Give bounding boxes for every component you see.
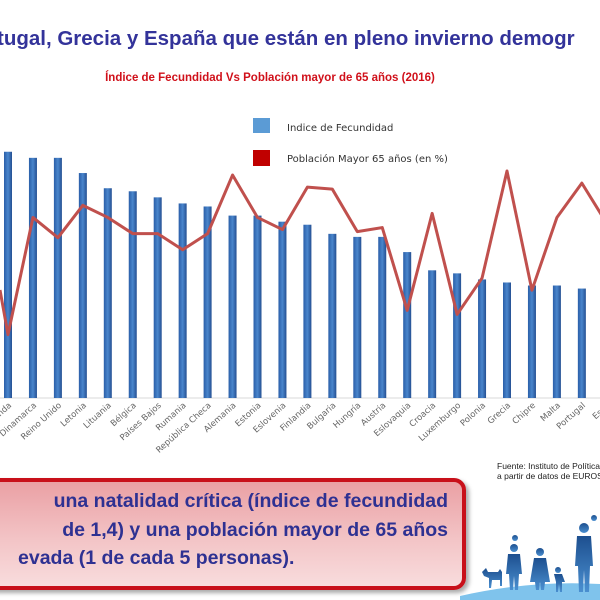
bar-fecundidad xyxy=(453,273,462,398)
legend-label-poblacion: Población Mayor 65 años (en %) xyxy=(287,153,448,165)
slide-title: tugal, Grecia y España que están en plen… xyxy=(0,27,575,50)
source-line-1: Fuente: Instituto de Política xyxy=(497,461,600,471)
callout-line-1: una natalidad crítica (índice de fecundi… xyxy=(53,490,448,512)
bar-fecundidad xyxy=(28,157,37,398)
family-silhouette-image xyxy=(460,515,600,600)
bar-fecundidad xyxy=(103,188,112,398)
bar-fecundidad xyxy=(378,236,387,398)
bar-fecundidad xyxy=(577,288,586,398)
chart-title: Índice de Fecundidad Vs Población mayor … xyxy=(105,72,435,84)
bar-fecundidad xyxy=(278,221,287,398)
bar-fecundidad xyxy=(153,197,162,398)
bar-fecundidad xyxy=(53,157,62,398)
source-line-2: a partir de datos de EUROS xyxy=(497,471,600,481)
bar-fecundidad xyxy=(328,233,337,398)
callout-box: una natalidad crítica (índice de fecundi… xyxy=(0,478,466,590)
source-note: Fuente: Instituto de Política a partir d… xyxy=(497,461,600,481)
x-tick-label: Lituania xyxy=(82,401,114,431)
bar-fecundidad xyxy=(128,191,137,398)
callout-line-2: de 1,4) y una población mayor de 65 años xyxy=(62,519,448,541)
x-tick-label: Polonia xyxy=(459,401,488,429)
x-tick-label: Hungría xyxy=(332,401,364,431)
callout-line-3: evada (1 de cada 5 personas). xyxy=(18,547,295,569)
bar-fecundidad xyxy=(78,173,87,398)
bar-fecundidad xyxy=(552,285,561,398)
bar-fecundidad xyxy=(253,215,262,398)
bar-fecundidad xyxy=(503,282,511,398)
bar-fecundidad xyxy=(403,252,412,398)
x-tick-label: Grecia xyxy=(486,401,513,427)
bar-fecundidad xyxy=(178,203,187,398)
chart: Indice de Fecundidad Población Mayor 65 … xyxy=(0,118,600,456)
bar-fecundidad xyxy=(303,224,312,398)
bar-fecundidad xyxy=(527,285,536,398)
bar-fecundidad xyxy=(478,279,487,398)
bar-fecundidad xyxy=(4,151,12,398)
legend-swatch-fecundidad xyxy=(253,118,270,133)
x-tick-label: nda xyxy=(0,401,14,419)
legend: Indice de Fecundidad Población Mayor 65 … xyxy=(253,118,448,166)
bar-fecundidad xyxy=(203,206,212,398)
bar-fecundidad xyxy=(228,215,237,398)
x-tick-label: Espa xyxy=(591,401,600,422)
legend-label-fecundidad: Indice de Fecundidad xyxy=(287,123,393,134)
x-tick-label: Chipre xyxy=(511,401,538,427)
bar-fecundidad xyxy=(353,236,362,398)
bar-fecundidad xyxy=(428,270,437,398)
line-poblacion-65 xyxy=(0,169,600,337)
legend-swatch-poblacion xyxy=(253,150,270,166)
